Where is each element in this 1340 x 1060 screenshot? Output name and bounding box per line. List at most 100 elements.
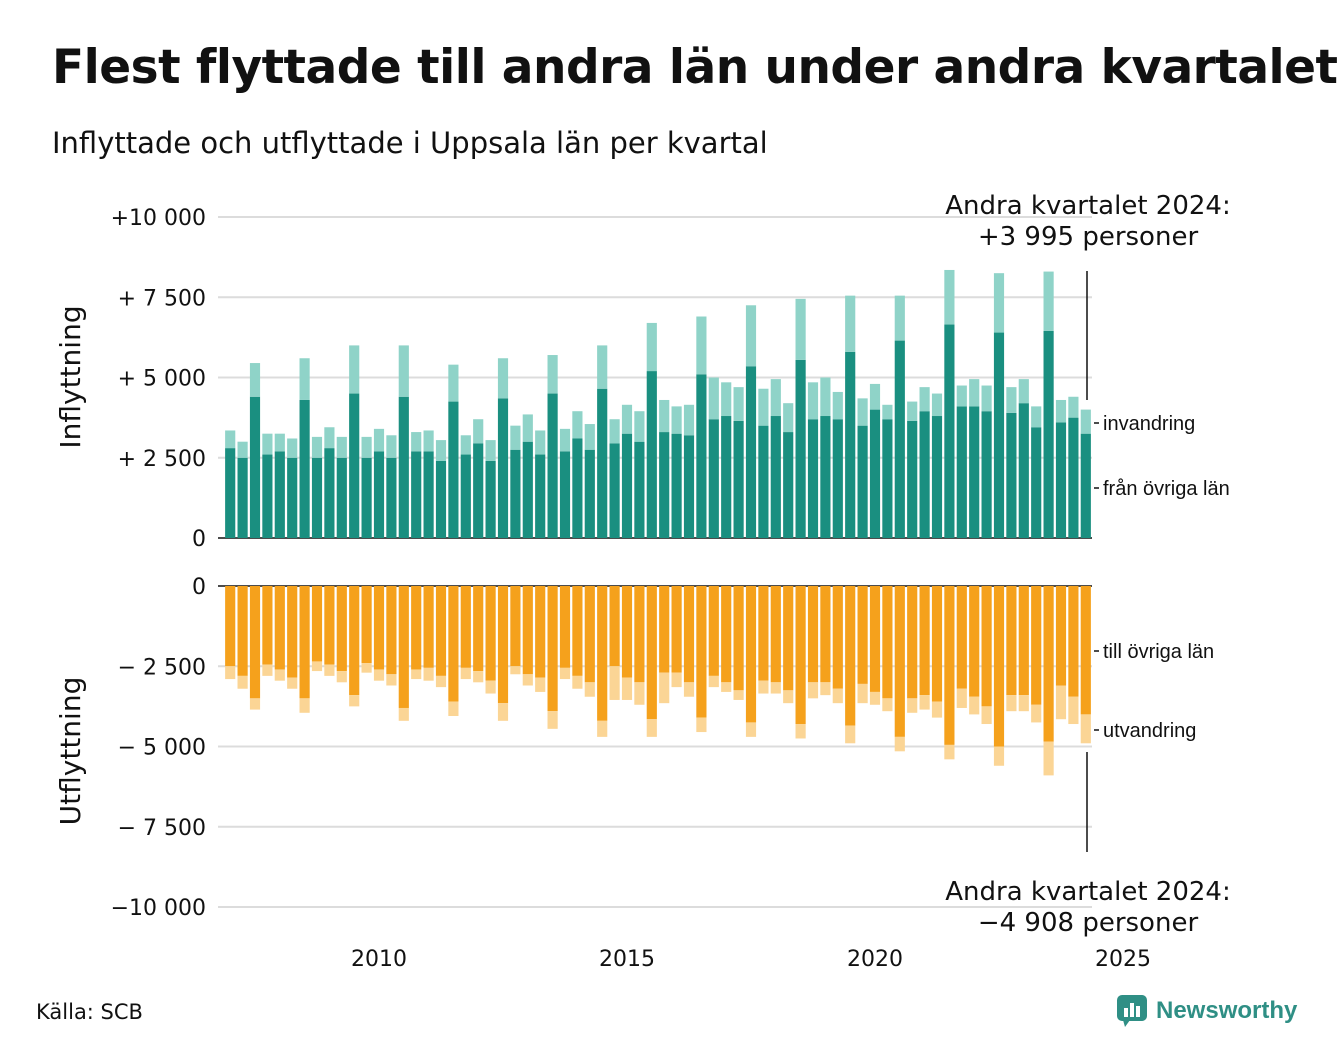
bar-invandring — [572, 411, 583, 439]
bar-till-ovriga-lan — [324, 586, 335, 665]
x-tick-label: 2025 — [1095, 947, 1151, 972]
bar-invandring — [907, 401, 918, 421]
bar-till-ovriga-lan — [758, 586, 769, 681]
bar-fran-ovriga-lan — [1006, 412, 1017, 538]
bar-utvandring — [894, 736, 905, 752]
bar-utvandring — [435, 675, 447, 688]
bar-fran-ovriga-lan — [981, 411, 992, 538]
bar-till-ovriga-lan — [473, 586, 484, 672]
bar-invandring — [460, 435, 471, 455]
bar-utvandring — [237, 675, 248, 689]
bar-utvandring — [634, 682, 645, 705]
annotation-value: +3 995 personer — [978, 222, 1199, 252]
bar-till-ovriga-lan — [262, 586, 273, 665]
bar-fran-ovriga-lan — [497, 398, 509, 538]
bar-fran-ovriga-lan — [473, 443, 484, 538]
bar-utvandring — [225, 666, 236, 680]
series-label: från övriga län — [1103, 478, 1230, 500]
bar-invandring — [634, 411, 645, 442]
bar-invandring — [832, 391, 843, 420]
bar-till-ovriga-lan — [894, 586, 905, 737]
bar-invandring — [398, 345, 409, 397]
bar-utvandring — [696, 717, 707, 733]
bar-utvandring — [721, 682, 732, 692]
bar-fran-ovriga-lan — [559, 451, 571, 538]
bar-fran-ovriga-lan — [634, 441, 645, 538]
bar-invandring — [386, 435, 397, 458]
bar-fran-ovriga-lan — [373, 451, 385, 538]
bar-utvandring — [510, 666, 521, 675]
bar-utvandring — [473, 671, 484, 683]
bar-till-ovriga-lan — [783, 586, 794, 691]
bar-fran-ovriga-lan — [919, 411, 930, 538]
bar-invandring — [1055, 399, 1067, 423]
bar-till-ovriga-lan — [336, 586, 347, 672]
bar-invandring — [783, 403, 794, 433]
bar-invandring — [311, 436, 323, 458]
bar-fran-ovriga-lan — [287, 457, 298, 538]
bar-fran-ovriga-lan — [857, 425, 868, 538]
bar-fran-ovriga-lan — [535, 454, 546, 538]
bar-till-ovriga-lan — [522, 586, 533, 675]
bar-utvandring — [386, 674, 397, 686]
bar-utvandring — [398, 707, 409, 721]
bar-invandring — [411, 432, 422, 452]
bar-utvandring — [981, 706, 992, 725]
bar-fran-ovriga-lan — [349, 393, 360, 538]
bar-invandring — [287, 438, 298, 458]
bar-till-ovriga-lan — [634, 586, 645, 683]
bar-fran-ovriga-lan — [894, 340, 905, 538]
bar-fran-ovriga-lan — [274, 451, 285, 538]
bar-invandring — [721, 382, 732, 417]
bar-invandring — [262, 433, 273, 455]
bar-fran-ovriga-lan — [225, 448, 236, 538]
bar-utvandring — [411, 669, 422, 680]
bar-invandring — [1043, 271, 1054, 331]
bar-fran-ovriga-lan — [336, 457, 347, 538]
bar-invandring — [733, 387, 744, 421]
bar-invandring — [882, 404, 893, 420]
bar-invandring — [969, 379, 980, 407]
bar-invandring — [758, 388, 769, 426]
bar-till-ovriga-lan — [572, 586, 583, 676]
bar-fran-ovriga-lan — [609, 443, 620, 538]
bar-till-ovriga-lan — [597, 586, 608, 721]
bar-till-ovriga-lan — [584, 586, 595, 683]
bar-utvandring — [671, 672, 682, 688]
bar-fran-ovriga-lan — [237, 457, 248, 538]
bar-till-ovriga-lan — [535, 586, 546, 678]
bar-fran-ovriga-lan — [411, 451, 422, 538]
bar-utvandring — [299, 698, 310, 713]
bar-till-ovriga-lan — [448, 586, 459, 702]
bar-fran-ovriga-lan — [522, 441, 533, 538]
bar-invandring — [770, 379, 781, 417]
bar-till-ovriga-lan — [373, 586, 385, 670]
bar-fran-ovriga-lan — [510, 449, 521, 538]
bar-fran-ovriga-lan — [435, 460, 447, 538]
bar-till-ovriga-lan — [671, 586, 682, 673]
bar-fran-ovriga-lan — [832, 419, 843, 538]
bar-fran-ovriga-lan — [696, 374, 707, 538]
annotation-value: −4 908 personer — [978, 908, 1199, 938]
bar-utvandring — [572, 675, 583, 689]
bar-till-ovriga-lan — [944, 586, 955, 745]
bar-utvandring — [609, 666, 620, 700]
bar-utvandring — [1055, 685, 1067, 720]
bar-utvandring — [324, 664, 335, 676]
bar-till-ovriga-lan — [919, 586, 930, 696]
y-tick-label: − 7 500 — [118, 816, 206, 841]
bar-till-ovriga-lan — [460, 586, 471, 668]
chart-title: Flest flyttade till andra län under andr… — [52, 40, 1338, 95]
bar-utvandring — [758, 680, 769, 694]
bar-fran-ovriga-lan — [361, 457, 372, 538]
bar-invandring — [609, 419, 620, 444]
bar-utvandring — [522, 674, 533, 686]
bar-invandring — [423, 430, 434, 452]
bar-fran-ovriga-lan — [547, 393, 558, 538]
bar-utvandring — [460, 667, 471, 680]
bar-till-ovriga-lan — [621, 586, 633, 678]
bar-till-ovriga-lan — [485, 586, 496, 681]
bar-utvandring — [969, 696, 980, 715]
x-tick-label: 2010 — [351, 947, 407, 972]
